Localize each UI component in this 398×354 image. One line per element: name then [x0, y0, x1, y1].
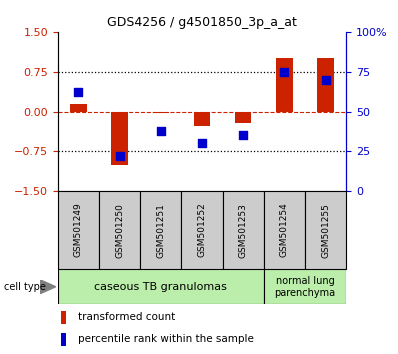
Point	[116, 153, 123, 159]
Bar	[70, 103, 87, 112]
Bar	[194, 112, 210, 126]
Bar	[140, 191, 181, 269]
Bar	[58, 269, 264, 304]
Bar	[264, 269, 346, 304]
Bar	[60, 311, 66, 324]
Bar	[276, 58, 293, 112]
Point	[281, 69, 288, 75]
Text: GSM501255: GSM501255	[321, 202, 330, 258]
Point	[158, 128, 164, 133]
Text: GSM501251: GSM501251	[156, 202, 165, 258]
Bar	[264, 191, 305, 269]
Bar	[222, 191, 264, 269]
Bar	[318, 58, 334, 112]
Bar	[111, 112, 128, 165]
Text: cell type: cell type	[4, 282, 46, 292]
Polygon shape	[40, 280, 56, 294]
Point	[240, 132, 246, 138]
Text: GSM501249: GSM501249	[74, 203, 83, 257]
Text: GSM501250: GSM501250	[115, 202, 124, 258]
Bar	[60, 333, 66, 346]
Point	[322, 77, 329, 82]
Text: GSM501254: GSM501254	[280, 203, 289, 257]
Bar	[58, 191, 99, 269]
Text: percentile rank within the sample: percentile rank within the sample	[78, 335, 254, 344]
Point	[75, 90, 82, 95]
Bar	[152, 112, 169, 113]
Bar	[181, 191, 222, 269]
Bar	[99, 191, 140, 269]
Text: caseous TB granulomas: caseous TB granulomas	[94, 282, 227, 292]
Title: GDS4256 / g4501850_3p_a_at: GDS4256 / g4501850_3p_a_at	[107, 16, 297, 29]
Bar	[235, 112, 252, 123]
Text: transformed count: transformed count	[78, 312, 175, 322]
Point	[199, 141, 205, 146]
Text: normal lung
parenchyma: normal lung parenchyma	[275, 276, 336, 298]
Text: GSM501253: GSM501253	[239, 202, 248, 258]
Text: GSM501252: GSM501252	[197, 203, 207, 257]
Bar	[305, 191, 346, 269]
